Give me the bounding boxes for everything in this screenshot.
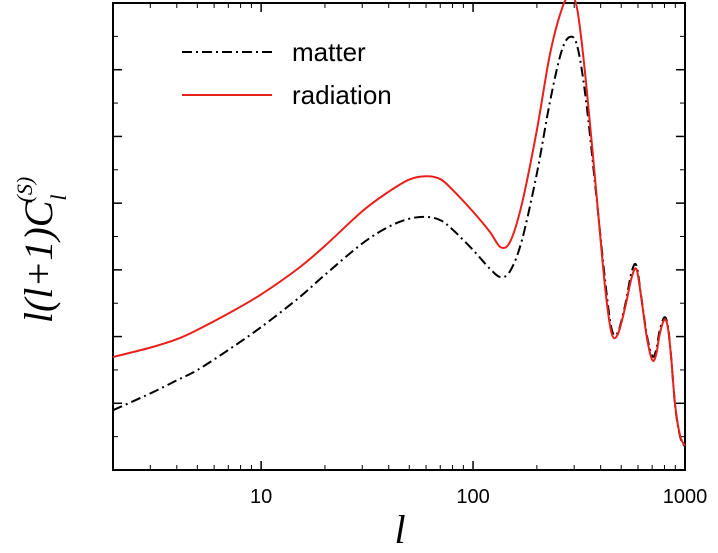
legend-label-matter: matter — [292, 37, 366, 67]
legend: matter radiation — [182, 37, 392, 110]
y-axis-label-main: l(l+1)C — [16, 199, 61, 323]
x-tick-label: 10 — [250, 486, 272, 508]
x-tick-label: 1000 — [663, 486, 708, 508]
axis-titles: l l(l+1)Cl(S) — [12, 177, 406, 552]
axis-ticks: 10 100 1000 — [113, 3, 707, 508]
y-axis-label-subscript: l — [46, 194, 71, 200]
series-line-matter — [112, 35, 686, 448]
y-axis-label-superscript: (S) — [12, 177, 37, 203]
series-layer — [112, 0, 686, 448]
plot-area-frame — [112, 2, 686, 471]
legend-label-radiation: radiation — [292, 80, 392, 110]
x-tick-label: 100 — [456, 486, 489, 508]
y-axis-label: l(l+1)Cl (S) — [12, 177, 71, 323]
series-line-radiation — [112, 0, 686, 447]
plot-frame — [112, 2, 686, 471]
x-axis-label: l — [394, 507, 405, 552]
